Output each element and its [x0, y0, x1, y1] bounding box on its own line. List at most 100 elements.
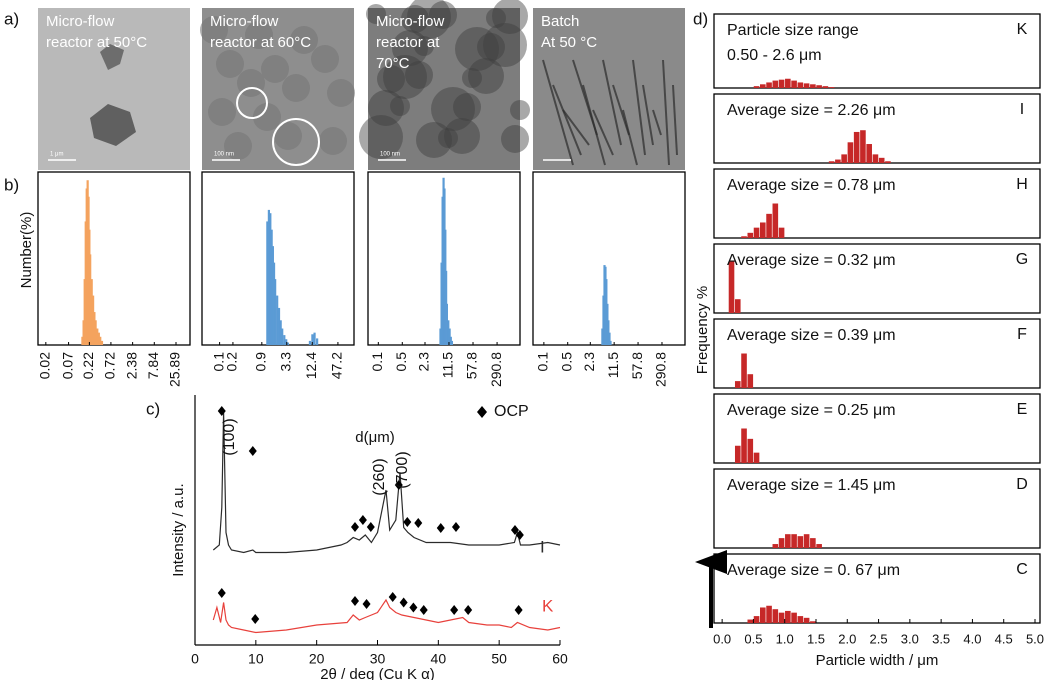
bar: [816, 544, 822, 548]
bar: [449, 336, 452, 345]
x-tick-label: 0.9: [253, 352, 269, 372]
bar: [791, 534, 797, 548]
panel-tag: K: [1017, 21, 1028, 38]
particle: [407, 0, 451, 39]
crystal: [552, 84, 582, 156]
x-tick-label: 10: [248, 651, 264, 667]
bar: [816, 85, 822, 88]
particle: [429, 1, 457, 29]
ocp-marker: [251, 614, 260, 624]
panel-label: d): [693, 9, 708, 28]
particle: [392, 30, 428, 66]
micrograph-caption: Micro-flow: [376, 13, 445, 30]
bar: [753, 86, 760, 88]
bar: [447, 320, 450, 345]
bar: [797, 82, 804, 88]
x-tick-label: 2.0: [838, 631, 856, 646]
bar: [803, 83, 810, 88]
particle: [216, 50, 244, 78]
ocp-marker: [394, 480, 403, 490]
particle: [208, 98, 236, 126]
particle: [492, 0, 528, 34]
bar: [450, 340, 454, 345]
micrograph-caption: reactor at 60°C: [210, 34, 311, 51]
crystal: [602, 59, 622, 146]
bar: [828, 87, 835, 88]
y-axis-label: Frequency %: [694, 286, 711, 374]
bar: [760, 222, 766, 238]
x-tick-label: 11.5: [440, 352, 456, 378]
bar: [741, 353, 747, 388]
bar: [311, 334, 314, 345]
particle: [383, 55, 427, 99]
x-tick-label: 47.2: [329, 352, 345, 379]
panel-tag: F: [1017, 326, 1027, 343]
micrograph-caption: Micro-flow: [210, 13, 279, 30]
bar: [728, 261, 735, 313]
particle: [366, 4, 386, 24]
bar: [89, 254, 92, 345]
x-tick-label: 30: [370, 651, 386, 667]
series-label: I: [540, 537, 545, 556]
particle: [416, 122, 452, 158]
bar: [81, 336, 84, 345]
crystal: [582, 84, 606, 166]
plot-frame: [713, 243, 1041, 314]
bar: [448, 328, 451, 345]
bar: [316, 338, 319, 345]
x-tick-label: 0.07: [59, 352, 75, 379]
x-tick-label: 2.3: [416, 352, 432, 372]
series-line: [212, 412, 561, 554]
bar: [608, 332, 611, 345]
particle: [405, 61, 433, 89]
x-tick-label: 5.0: [1026, 631, 1044, 646]
micrograph-caption: Micro-flow: [46, 13, 115, 30]
ocp-marker: [403, 517, 412, 527]
bar: [313, 332, 316, 345]
ocp-marker: [414, 518, 423, 528]
x-tick-label: 0.02: [37, 352, 53, 379]
plot-frame: [532, 171, 686, 346]
bar: [822, 86, 829, 88]
x-tick-label: 4.5: [995, 631, 1013, 646]
peak-annotation: (260): [371, 458, 388, 495]
panel-label: b): [4, 175, 19, 194]
particle: [455, 27, 499, 71]
y-axis-label: Intensity / a.u.: [170, 483, 187, 576]
x-tick-label: 11.5: [605, 352, 621, 378]
x-tick-label: 12.4: [303, 352, 319, 379]
scale-bar-label: 1 μm: [50, 152, 63, 158]
particle: [414, 36, 434, 56]
bar: [747, 438, 754, 463]
particle: [327, 79, 355, 107]
bar: [270, 229, 273, 345]
x-tick-label: 3.5: [932, 631, 950, 646]
panel-title: Average size = 0. 67 μm: [727, 562, 900, 579]
micrograph-caption: reactor at 50°C: [46, 34, 147, 51]
panel-title: Particle size range: [727, 22, 859, 39]
scale-bar-label: 100 nm: [380, 152, 400, 158]
bar: [860, 130, 866, 163]
x-tick-label: 2.3: [581, 352, 597, 372]
highlight-circle: [272, 118, 320, 166]
micrograph-caption: reactor at: [376, 34, 440, 51]
plot-frame: [713, 318, 1041, 389]
bar: [266, 221, 269, 345]
bar: [96, 328, 99, 345]
x-tick-label: 3.0: [901, 631, 919, 646]
panel-tag: E: [1017, 401, 1028, 418]
plot-frame: [713, 168, 1041, 239]
bar: [797, 616, 804, 623]
bar: [274, 279, 277, 345]
particle: [477, 33, 505, 61]
panel-tag: I: [1020, 101, 1024, 118]
panel-tag: H: [1016, 176, 1028, 193]
x-tick-label: 0.0: [713, 631, 731, 646]
legend-label: OCP: [494, 403, 529, 420]
plot-frame: [713, 553, 1041, 624]
plot-frame: [713, 13, 1041, 89]
panel-tag: D: [1016, 476, 1028, 493]
panel-title: Average size = 0.25 μm: [727, 402, 896, 419]
particle: [100, 44, 124, 70]
panel-label: a): [4, 9, 19, 28]
